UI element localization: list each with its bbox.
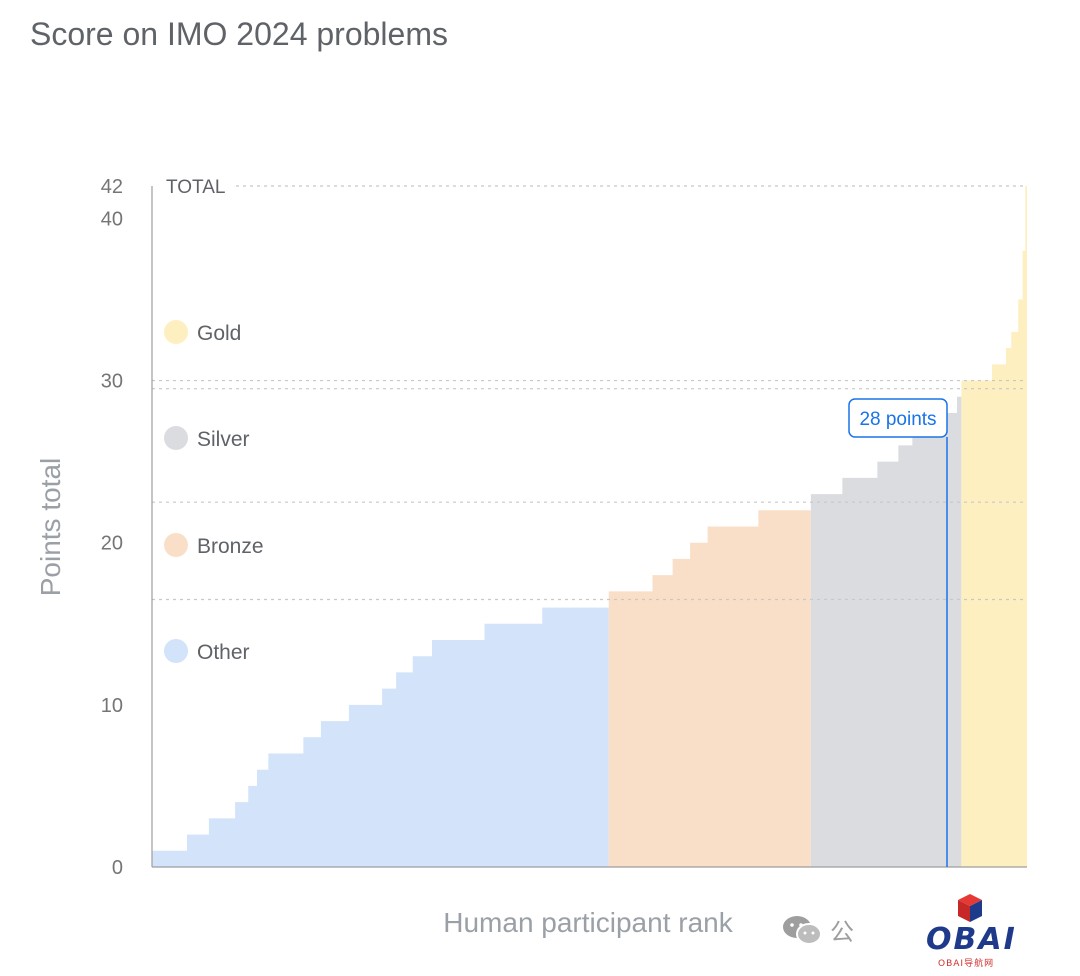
score-callout: 28 points <box>848 398 948 867</box>
area-other <box>152 607 609 867</box>
obai-logo: OBAI OBAI导航网 <box>922 892 1032 969</box>
chart-axes <box>151 186 1027 868</box>
callout-box <box>848 398 948 438</box>
logo-subtext: OBAI导航网 <box>938 959 995 969</box>
area-bronze <box>608 510 811 867</box>
legend-swatch-gold <box>164 320 188 344</box>
callout-label: 28 points <box>859 409 936 430</box>
legend-label-gold: Gold <box>197 322 241 345</box>
x-axis-title: Human participant rank <box>443 907 733 938</box>
y-axis-ticks: 0 10 20 30 40 42 <box>101 176 123 879</box>
legend-label-other: Other <box>197 641 250 664</box>
y-tick-0: 0 <box>112 857 123 879</box>
total-label: TOTAL <box>166 177 225 198</box>
legend-label-bronze: Bronze <box>197 535 264 558</box>
y-tick-30: 30 <box>101 371 123 393</box>
cube-icon <box>958 894 982 922</box>
watermark-text: 公 <box>830 919 854 946</box>
legend-swatch-silver <box>164 426 188 450</box>
y-tick-20: 20 <box>101 533 123 555</box>
page-title: Score on IMO 2024 problems <box>30 16 448 52</box>
chart-gridlines <box>152 185 1027 601</box>
wechat-watermark: 公 <box>782 912 854 947</box>
chart-areas <box>152 186 1027 867</box>
y-tick-40: 40 <box>101 208 123 230</box>
logo-text: OBAI <box>926 922 1017 957</box>
legend-swatch-other <box>164 639 188 663</box>
chart-legend: Gold Silver Bronze Other <box>164 320 264 664</box>
wechat-icon <box>782 914 822 946</box>
legend-label-silver: Silver <box>197 428 250 451</box>
legend-swatch-bronze <box>164 533 188 557</box>
y-tick-10: 10 <box>101 695 123 717</box>
area-silver <box>810 396 962 867</box>
y-axis-title: Points total <box>35 458 66 597</box>
area-gold <box>961 186 1027 867</box>
y-tick-42: 42 <box>101 176 123 198</box>
